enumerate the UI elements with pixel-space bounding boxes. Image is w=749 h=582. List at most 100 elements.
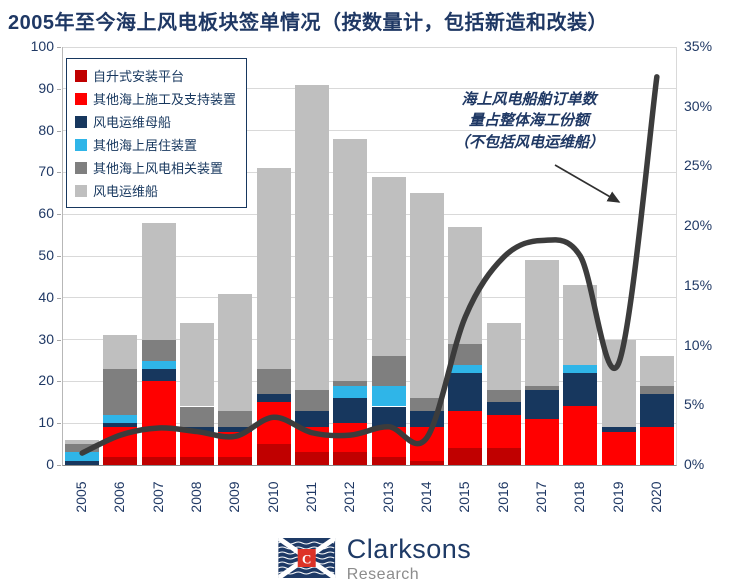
line-annotation: 海上风电船舶订单数 量占整体海工份额 （不包括风电运维船） [408, 89, 650, 153]
left-axis-label: 10 [38, 414, 54, 431]
legend-label: 其他海上风电相关装置 [93, 161, 224, 176]
bar-segment [103, 414, 138, 424]
bar-segment [601, 339, 636, 428]
bar-segment [639, 427, 674, 465]
left-axis-label: 50 [38, 247, 54, 263]
x-axis-label: 2015 [456, 481, 473, 513]
bar-segment [333, 452, 368, 465]
bar-segment [295, 427, 330, 453]
bar-segment [256, 368, 291, 394]
bar-segment [486, 322, 521, 390]
bar-segment [601, 427, 636, 432]
right-axis-label: 30% [684, 97, 713, 114]
bar-segment [333, 138, 368, 382]
bar-segment [295, 84, 330, 390]
bar-segment [103, 456, 138, 465]
svg-text:C: C [302, 551, 311, 566]
right-axis-label: 35% [684, 38, 713, 54]
right-axis-label: 5% [684, 396, 705, 413]
bar-segment [103, 335, 138, 369]
bar-segment [333, 381, 368, 386]
bar-segment [448, 410, 483, 449]
bar-segment [180, 427, 215, 432]
bar-segment [103, 427, 138, 457]
bar-segment [180, 406, 215, 428]
x-axis-label: 2006 [111, 481, 128, 513]
clarksons-logo: C Clarksons Research [276, 535, 472, 582]
left-axis-tick [57, 47, 61, 48]
bar-segment [141, 339, 176, 361]
right-axis-label: 20% [684, 217, 713, 234]
left-axis-tick [57, 297, 61, 299]
bar-segment [141, 368, 176, 382]
right-axis-label: 10% [684, 336, 713, 353]
legend-label: 风电运维母船 [93, 115, 172, 130]
left-axis-tick [57, 381, 61, 383]
bar-segment [218, 456, 253, 465]
x-axis-label: 2017 [532, 481, 549, 513]
left-axis-label: 80 [38, 121, 54, 138]
legend-item: 风电运维船 [75, 181, 236, 200]
left-axis-tick [57, 88, 61, 90]
left-axis-label: 40 [38, 288, 54, 305]
legend-item: 其他海上居住装置 [75, 135, 236, 154]
bar-segment [371, 427, 406, 457]
bar-segment [218, 427, 253, 432]
x-axis-label: 2020 [647, 481, 664, 513]
legend: 自升式安装平台其他海上施工及支持装置风电运维母船其他海上居住装置其他海上风电相关… [66, 58, 248, 208]
bar-segment [409, 398, 444, 411]
bar-segment [409, 410, 444, 428]
bar-segment [448, 343, 483, 365]
bar-segment [141, 360, 176, 369]
legend-label: 自升式安装平台 [93, 69, 185, 84]
bar-segment [409, 460, 444, 465]
x-axis-label: 2019 [609, 481, 626, 513]
x-axis-label: 2013 [379, 481, 396, 513]
legend-swatch-icon [75, 184, 87, 197]
bar-segment [639, 385, 674, 394]
bar-segment [180, 322, 215, 407]
bar-segment [563, 406, 598, 465]
bar-segment [333, 423, 368, 453]
bar-segment [65, 460, 100, 465]
legend-swatch-icon [75, 138, 87, 151]
legend-label: 风电运维船 [93, 184, 159, 199]
bar-segment [524, 260, 559, 386]
bar-segment [295, 452, 330, 465]
x-axis-label: 2007 [149, 481, 166, 513]
bar-segment [141, 222, 176, 340]
bar-segment [141, 381, 176, 457]
x-axis-label: 2014 [417, 481, 434, 513]
bar-segment [371, 176, 406, 357]
bar-segment [295, 389, 330, 411]
bar-segment [256, 393, 291, 403]
left-axis-label: 0 [46, 456, 54, 472]
bar-segment [256, 402, 291, 445]
bar-segment [371, 356, 406, 386]
bar-segment [65, 452, 100, 461]
bar-segment [563, 373, 598, 407]
bar-segment [524, 385, 559, 390]
left-axis-tick [57, 465, 61, 466]
left-axis-label: 60 [38, 205, 54, 222]
legend-swatch-icon [75, 69, 87, 82]
legend-swatch-icon [75, 161, 87, 174]
bar-segment [218, 293, 253, 411]
bar-segment [65, 444, 100, 453]
bar-segment [524, 389, 559, 420]
left-axis-tick [57, 130, 61, 132]
left-axis-tick [57, 256, 61, 257]
gridline [63, 213, 676, 215]
right-axis-label: 25% [684, 157, 713, 174]
bar-segment [448, 226, 483, 344]
bar-segment [333, 385, 368, 399]
plot-area: 自升式安装平台其他海上施工及支持装置风电运维母船其他海上居住装置其他海上风电相关… [62, 46, 677, 466]
bar-segment [65, 439, 100, 445]
brand-subtitle: Research [346, 566, 420, 582]
legend-item: 其他海上施工及支持装置 [75, 89, 236, 108]
x-axis-label: 2016 [494, 481, 511, 513]
bar-segment [218, 431, 253, 457]
left-axis-label: 100 [30, 38, 54, 54]
right-axis-label: 0% [684, 456, 705, 472]
bar-segment [371, 456, 406, 465]
